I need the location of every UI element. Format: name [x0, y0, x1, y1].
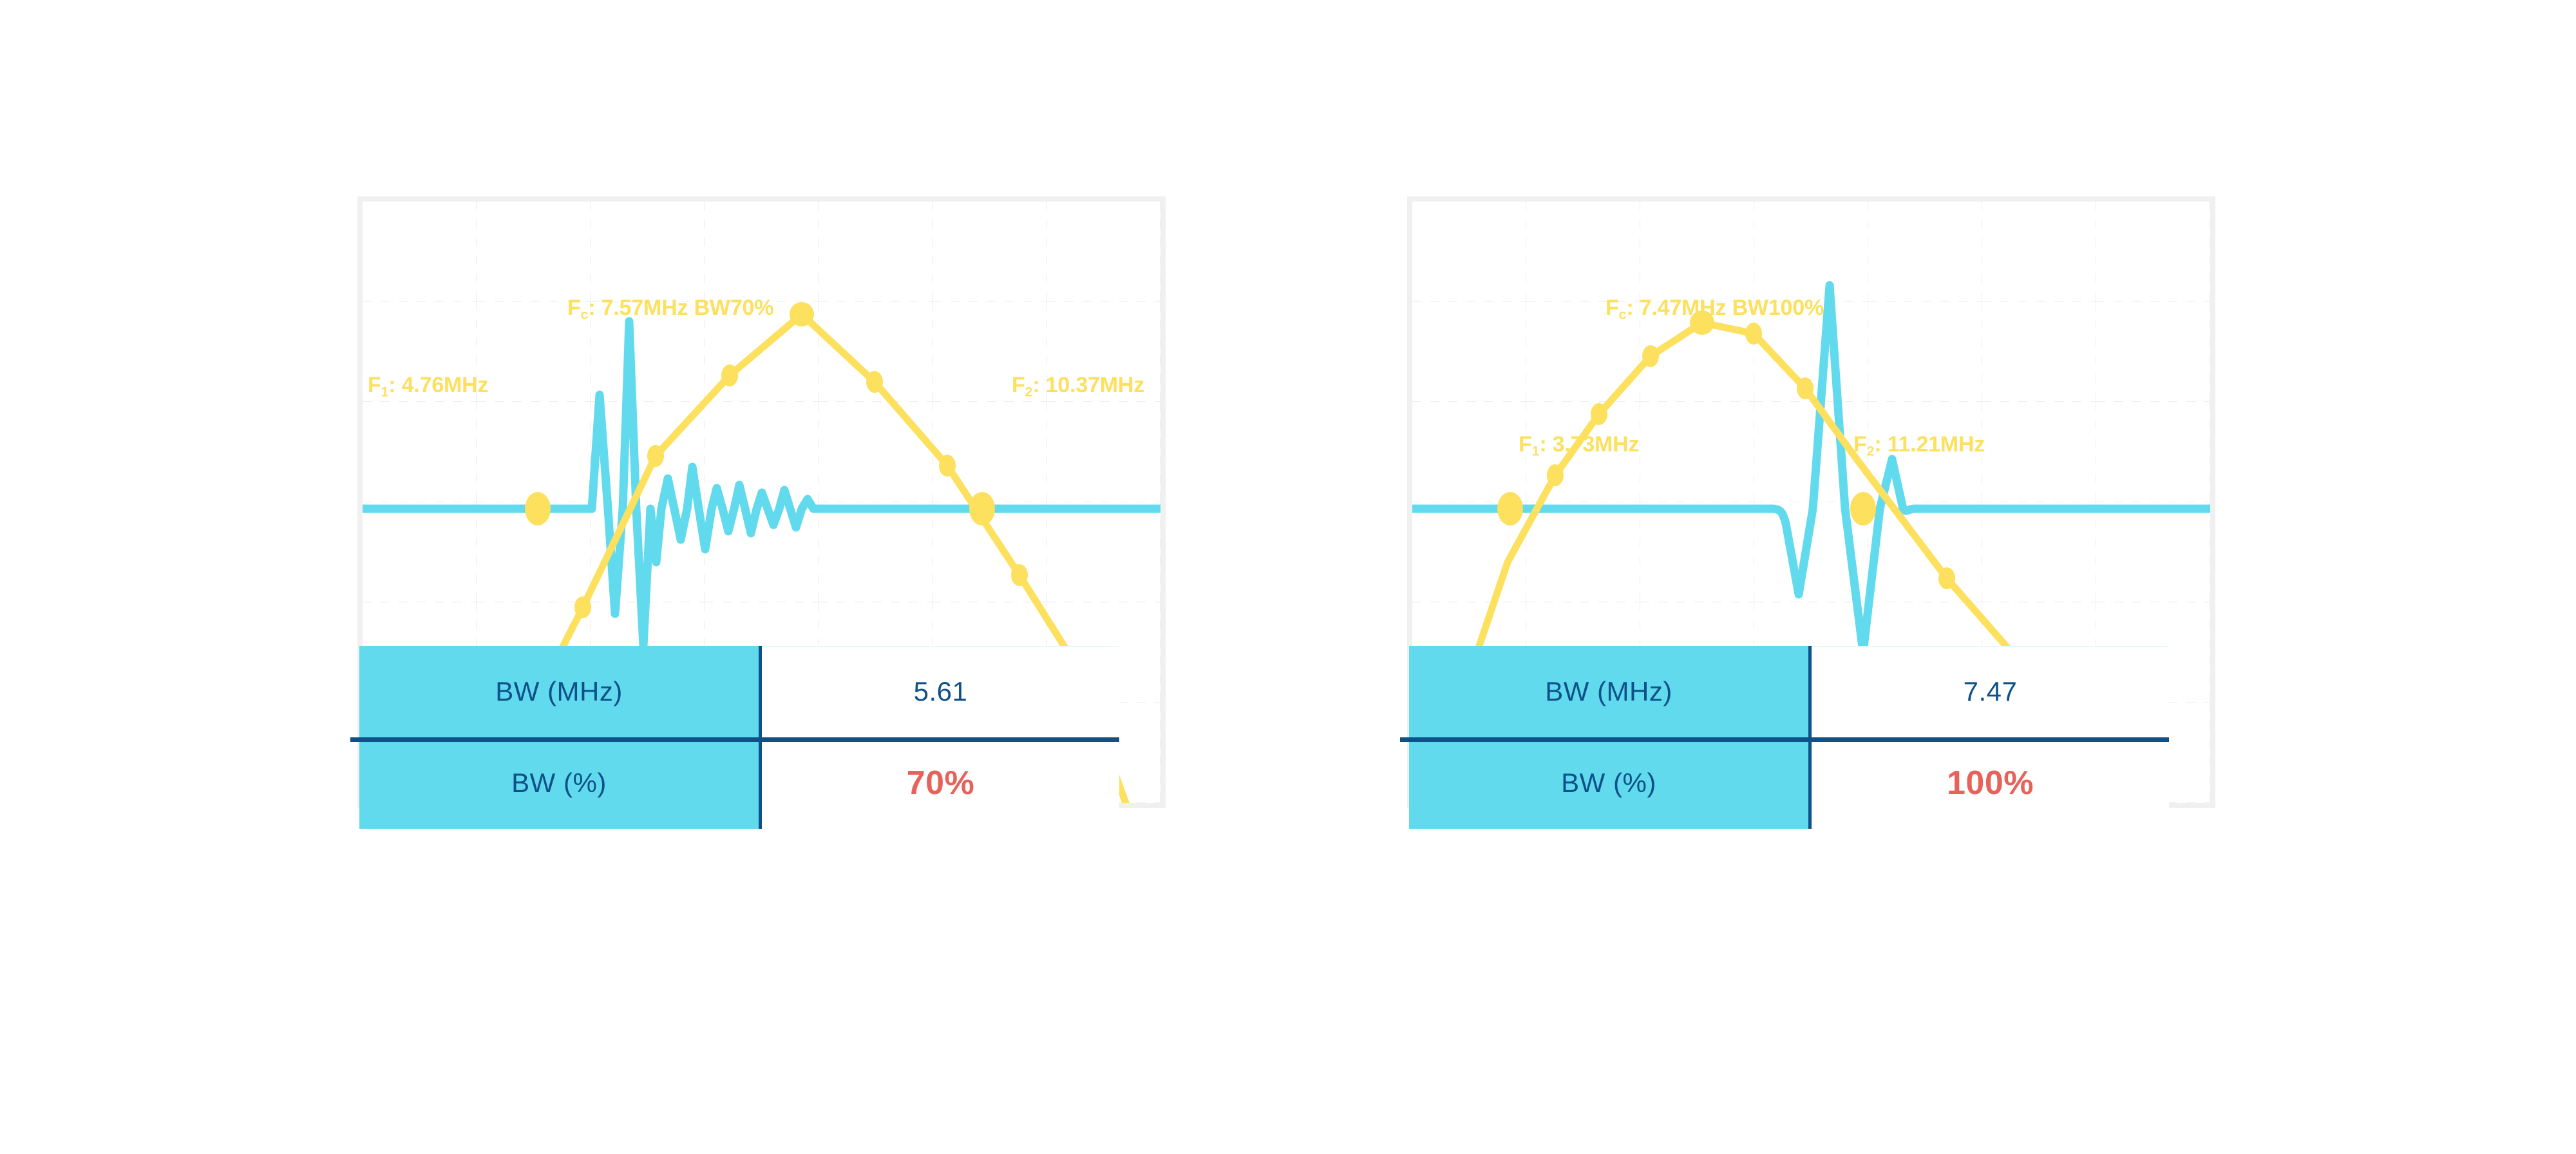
f1-label-left-subscript: 1 — [381, 384, 389, 400]
key-frequency-markers-left — [525, 302, 995, 525]
f2-label-right: F2: 11.21MHz — [1853, 433, 1985, 458]
fc-label-right-text: : 7.47MHz BW100% — [1626, 296, 1824, 320]
results-table-left: BW (MHz) 5.61 BW (%) 70% — [350, 646, 1119, 829]
f1-marker-right — [1497, 492, 1523, 525]
f1-label-right-prefix: F — [1519, 432, 1532, 457]
f2-label-left-text: : 10.37MHz — [1032, 373, 1145, 397]
waveform-trace-right — [1412, 281, 2210, 657]
fc-label-left-text: : 7.57MHz BW70% — [588, 296, 774, 320]
f1-label-right-text: : 3.73MHz — [1539, 432, 1640, 457]
bw-mhz-header-right: BW (MHz) — [1409, 646, 1812, 737]
f2-label-right-text: : 11.21MHz — [1874, 432, 1985, 457]
table-row: BW (MHz) 7.47 — [1409, 646, 2169, 737]
fc-label-right: Fc: 7.47MHz BW100% — [1605, 297, 1824, 321]
bw-percent-value-right: 100% — [1812, 737, 2169, 829]
bw-mhz-value-left: 5.61 — [762, 646, 1119, 737]
table-row-divider-left — [350, 737, 1119, 742]
f2-marker-right — [1850, 492, 1876, 525]
fc-label-left-subscript: c — [580, 307, 589, 323]
bw-percent-header-left: BW (%) — [359, 737, 762, 829]
f2-label-right-prefix: F — [1853, 432, 1867, 457]
table-top-rule-right — [1812, 646, 2169, 647]
f1-label-left-prefix: F — [368, 373, 381, 397]
fc-marker-right — [1690, 310, 1714, 335]
f1-marker-left — [525, 492, 551, 525]
bw-percent-value-left: 70% — [762, 737, 1119, 829]
table-row-divider-right — [1400, 737, 2169, 742]
bw-mhz-header-left: BW (MHz) — [359, 646, 762, 737]
results-table-right: BW (MHz) 7.47 BW (%) 100% — [1400, 646, 2169, 829]
table-top-rule-left — [762, 646, 1119, 647]
measurement-panel-left: Fc: 7.57MHz BW70% F1: 4.76MHz F2: 10.37M… — [335, 0, 1172, 1154]
table-row: BW (%) 70% — [359, 737, 1119, 829]
f1-label-right: F1: 3.73MHz — [1519, 432, 1640, 459]
key-frequency-markers-right — [1497, 310, 1876, 525]
waveform-trace-left — [363, 317, 1160, 650]
bw-percent-header-right: BW (%) — [1409, 737, 1812, 829]
f2-label-left-subscript: 2 — [1025, 384, 1033, 400]
fc-label-left: Fc: 7.57MHz BW70% — [567, 297, 773, 321]
f1-label-left-text: : 4.76MHz — [388, 373, 489, 397]
f2-label-left-prefix: F — [1012, 373, 1025, 397]
table-row: BW (MHz) 5.61 — [359, 646, 1119, 737]
measurement-panel-right: Fc: 7.47MHz BW100% F1: 3.73MHz F2: 11.21… — [1385, 0, 2222, 1154]
fc-label-right-prefix: F — [1605, 296, 1619, 320]
table-row: BW (%) 100% — [1409, 737, 2169, 829]
f1-label-right-subscript: 1 — [1531, 444, 1540, 459]
fc-label-right-subscript: c — [1618, 307, 1627, 323]
f2-label-right-subscript: 2 — [1866, 444, 1875, 459]
bw-mhz-value-right: 7.47 — [1812, 646, 2169, 737]
fc-marker-left — [790, 302, 814, 326]
f1-label-left: F1: 4.76MHz — [368, 373, 489, 400]
fc-label-left-prefix: F — [567, 296, 581, 320]
f2-label-left: F2: 10.37MHz — [1012, 374, 1144, 399]
f2-marker-left — [969, 492, 995, 525]
